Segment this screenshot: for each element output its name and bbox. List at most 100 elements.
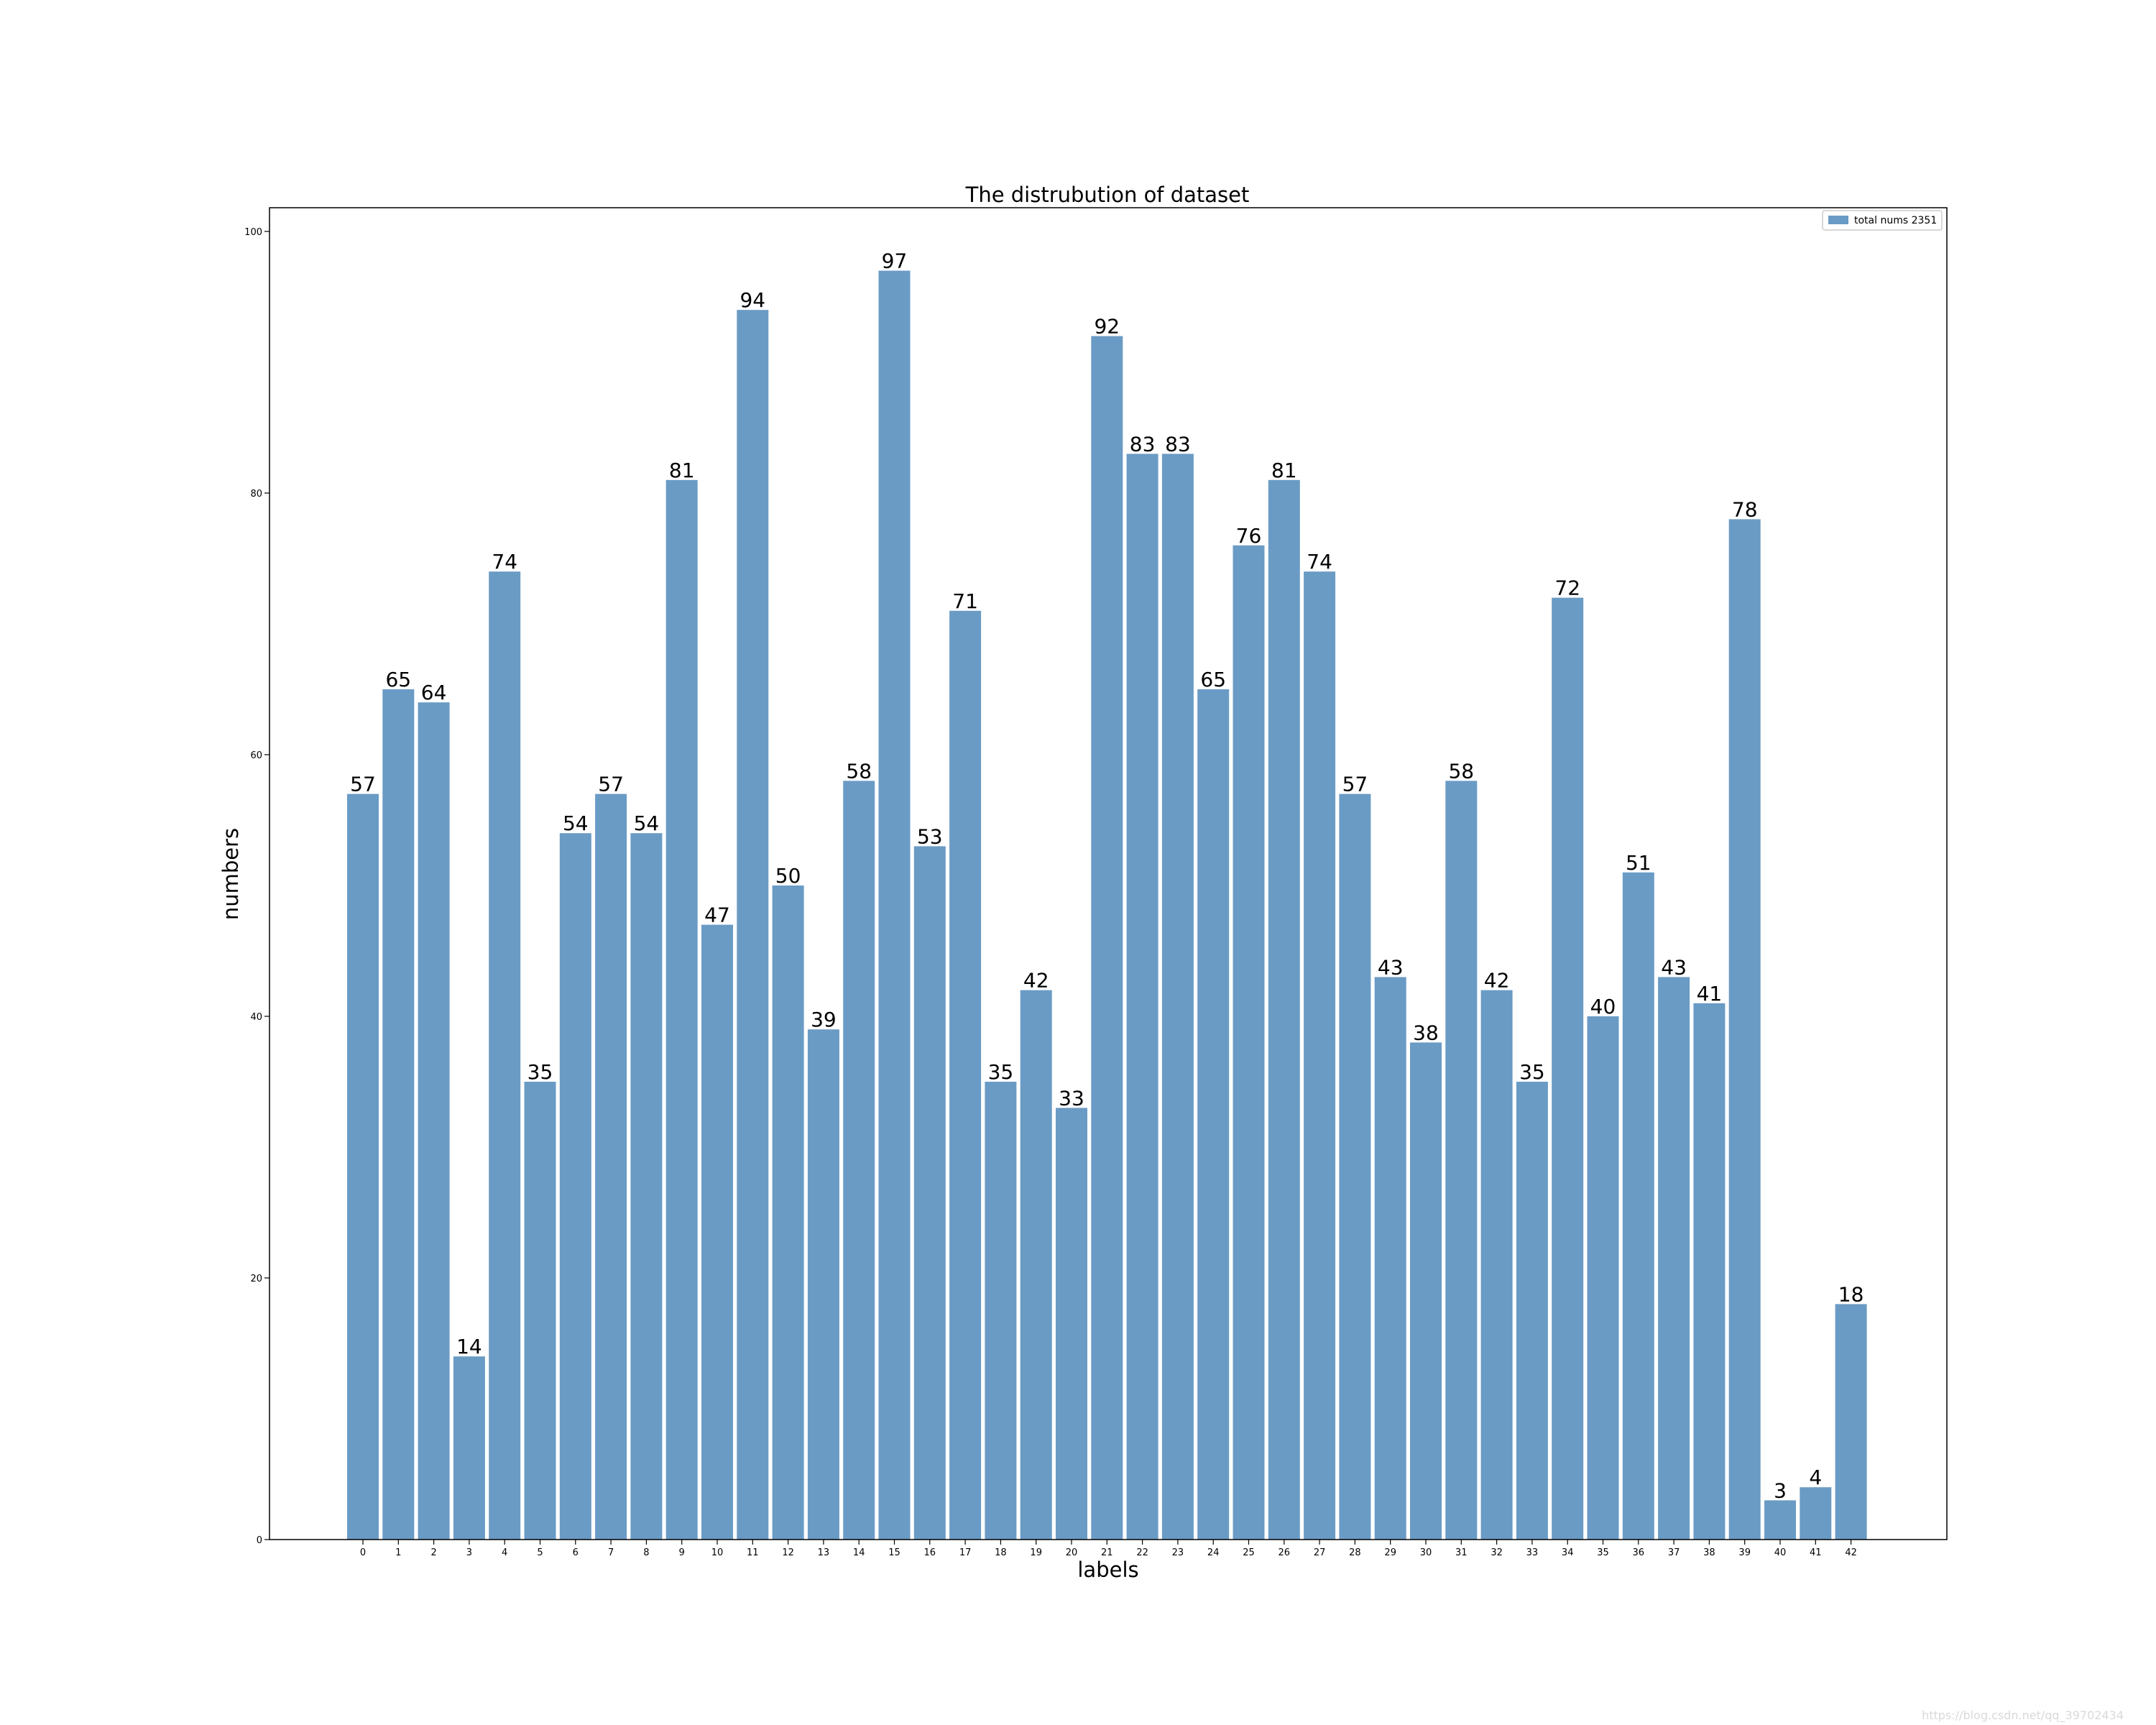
x-tick-label-27: 27 bbox=[1314, 1547, 1326, 1558]
x-tick-label-23: 23 bbox=[1172, 1547, 1184, 1558]
legend-box bbox=[1822, 210, 1943, 231]
data-label-20: 33 bbox=[1059, 1086, 1084, 1110]
data-label-27: 74 bbox=[1307, 550, 1332, 574]
x-tick-label-39: 39 bbox=[1738, 1547, 1751, 1558]
x-tick-label-5: 5 bbox=[537, 1547, 543, 1558]
data-label-28: 57 bbox=[1342, 773, 1368, 796]
bar-6 bbox=[559, 833, 591, 1540]
x-tick-label-33: 33 bbox=[1526, 1547, 1539, 1558]
x-tick-label-19: 19 bbox=[1030, 1547, 1042, 1558]
bar-1 bbox=[382, 689, 415, 1540]
legend: total nums 2351 bbox=[1822, 210, 1943, 231]
x-tick-label-6: 6 bbox=[573, 1547, 579, 1558]
bar-41 bbox=[1800, 1487, 1832, 1540]
y-axis-ticks: 0 20 40 60 80 100 bbox=[244, 227, 270, 1546]
x-axis-ticks: 0 1 2 3 4 5 6 7 8 9 10 11 12 13 14 15 16 17 18 19 20 21 22 23 24… bbox=[360, 1540, 1857, 1558]
bar-4 bbox=[489, 571, 521, 1540]
data-label-36: 51 bbox=[1626, 851, 1651, 875]
y-tick-label: 40 bbox=[250, 1012, 262, 1023]
x-tick-label-26: 26 bbox=[1279, 1547, 1291, 1558]
bar-19 bbox=[1020, 990, 1052, 1540]
x-tick-label-32: 32 bbox=[1491, 1547, 1503, 1558]
bar-16 bbox=[913, 846, 946, 1540]
bar-18 bbox=[985, 1082, 1017, 1540]
data-label-1: 65 bbox=[385, 668, 411, 691]
data-label-37: 43 bbox=[1661, 955, 1687, 979]
data-label-21: 92 bbox=[1094, 315, 1120, 339]
bar-30 bbox=[1410, 1042, 1442, 1540]
data-label-25: 76 bbox=[1236, 524, 1262, 548]
watermark: https://blog.csdn.net/qq_39702434 bbox=[1922, 1708, 2124, 1723]
data-label-18: 35 bbox=[988, 1060, 1014, 1084]
x-axis-label: labels bbox=[1077, 1558, 1138, 1582]
data-label-29: 43 bbox=[1378, 955, 1404, 979]
bar-42 bbox=[1835, 1304, 1867, 1540]
bar-12 bbox=[772, 886, 804, 1540]
x-tick-label-9: 9 bbox=[679, 1547, 685, 1558]
x-tick-label-4: 4 bbox=[502, 1547, 507, 1558]
x-tick-label-25: 25 bbox=[1243, 1547, 1255, 1558]
data-label-31: 58 bbox=[1448, 759, 1474, 783]
data-label-13: 39 bbox=[811, 1008, 837, 1031]
x-tick-label-18: 18 bbox=[995, 1547, 1007, 1558]
data-label-32: 42 bbox=[1484, 969, 1510, 993]
bar-11 bbox=[737, 310, 769, 1540]
x-tick-label-17: 17 bbox=[959, 1547, 972, 1558]
bar-34 bbox=[1552, 597, 1584, 1540]
y-tick-label: 100 bbox=[244, 227, 262, 238]
data-label-23: 83 bbox=[1165, 432, 1191, 456]
data-label-41: 4 bbox=[1809, 1466, 1822, 1489]
data-label-42: 18 bbox=[1838, 1282, 1864, 1306]
data-label-16: 53 bbox=[917, 824, 943, 848]
x-tick-label-41: 41 bbox=[1810, 1547, 1822, 1558]
data-label-17: 71 bbox=[952, 589, 978, 613]
x-tick-label-13: 13 bbox=[818, 1547, 830, 1558]
bar-25 bbox=[1233, 545, 1265, 1540]
data-label-5: 35 bbox=[528, 1060, 553, 1084]
bar-15 bbox=[878, 270, 911, 1540]
y-axis-label: numbers bbox=[218, 828, 243, 920]
data-label-34: 72 bbox=[1554, 576, 1580, 600]
bar-26 bbox=[1268, 479, 1300, 1540]
x-tick-label-3: 3 bbox=[466, 1547, 472, 1558]
data-label-38: 41 bbox=[1697, 982, 1723, 1006]
bar-24 bbox=[1197, 689, 1230, 1540]
x-tick-label-7: 7 bbox=[608, 1547, 614, 1558]
bar-27 bbox=[1304, 571, 1336, 1540]
data-label-12: 50 bbox=[775, 864, 801, 888]
bar-36 bbox=[1622, 872, 1654, 1540]
bar-5 bbox=[524, 1082, 556, 1540]
bars-group bbox=[347, 270, 1867, 1540]
bar-0 bbox=[347, 794, 379, 1540]
x-tick-label-21: 21 bbox=[1101, 1547, 1113, 1558]
x-tick-label-24: 24 bbox=[1207, 1547, 1220, 1558]
x-tick-label-31: 31 bbox=[1455, 1547, 1468, 1558]
x-tick-label-10: 10 bbox=[711, 1547, 724, 1558]
bar-3 bbox=[453, 1356, 485, 1540]
bar-22 bbox=[1126, 454, 1158, 1540]
bar-35 bbox=[1587, 1016, 1619, 1540]
data-label-11: 94 bbox=[740, 288, 765, 312]
data-label-15: 97 bbox=[882, 249, 908, 273]
bar-2 bbox=[418, 702, 450, 1540]
legend-swatch bbox=[1828, 216, 1848, 224]
data-label-3: 14 bbox=[456, 1335, 482, 1358]
data-label-8: 54 bbox=[634, 811, 660, 835]
data-label-35: 40 bbox=[1590, 995, 1616, 1018]
y-tick-label: 60 bbox=[250, 750, 262, 761]
bar-7 bbox=[595, 794, 627, 1540]
bar-38 bbox=[1693, 1003, 1726, 1540]
data-label-39: 78 bbox=[1732, 497, 1758, 521]
data-label-14: 58 bbox=[846, 759, 872, 783]
x-tick-label-15: 15 bbox=[888, 1547, 900, 1558]
data-label-24: 65 bbox=[1200, 668, 1226, 691]
bar-14 bbox=[843, 781, 875, 1540]
x-tick-label-36: 36 bbox=[1633, 1547, 1645, 1558]
data-label-19: 42 bbox=[1023, 969, 1049, 993]
bar-13 bbox=[807, 1029, 839, 1540]
bar-31 bbox=[1445, 781, 1478, 1540]
x-tick-label-28: 28 bbox=[1349, 1547, 1361, 1558]
data-label-0: 57 bbox=[350, 773, 376, 796]
x-tick-label-2: 2 bbox=[430, 1547, 436, 1558]
